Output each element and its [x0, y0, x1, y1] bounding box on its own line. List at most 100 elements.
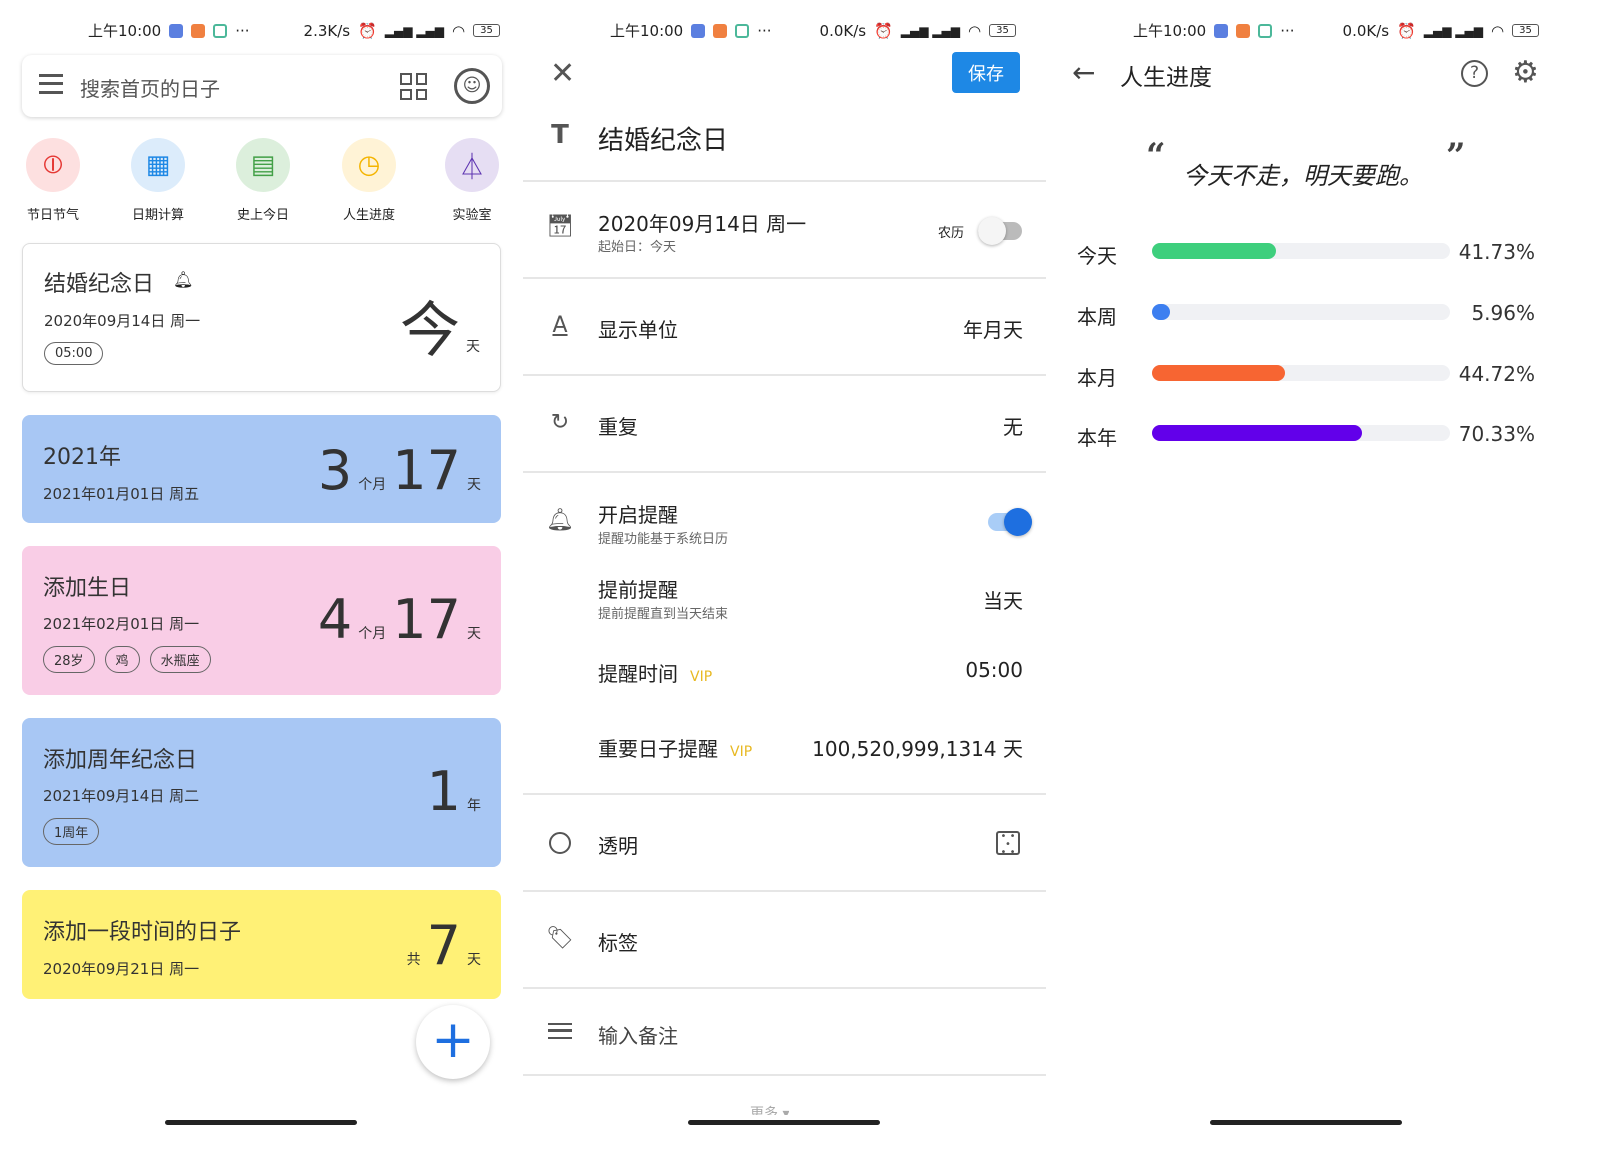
- vip-badge: VIP: [690, 669, 713, 685]
- dice-icon[interactable]: • • • • •: [996, 831, 1020, 858]
- unit: 天: [466, 339, 480, 355]
- alarm-icon: ⏰: [1397, 21, 1416, 40]
- date-value[interactable]: 2020年09月14日 周一: [598, 212, 807, 236]
- menu-icon[interactable]: [39, 74, 63, 94]
- repeat-value[interactable]: 无: [1003, 415, 1023, 439]
- save-button[interactable]: 保存: [952, 52, 1020, 93]
- title-input[interactable]: 结婚纪念日: [598, 126, 729, 156]
- divider: [523, 890, 1046, 892]
- back-icon[interactable]: ←: [1072, 56, 1096, 89]
- edit-screen: [522, 0, 1046, 1156]
- unit: 天: [467, 477, 481, 493]
- gesture-bar: [688, 1120, 880, 1125]
- notes-icon: [548, 1023, 572, 1039]
- shortcut-calculator[interactable]: ▦ 日期计算: [118, 138, 198, 223]
- unit-value[interactable]: 年月天: [963, 318, 1023, 342]
- calendar-icon[interactable]: 📅︎: [546, 214, 574, 239]
- network-speed: 2.3K/s: [303, 21, 351, 40]
- progress-bar: [1152, 304, 1450, 320]
- lunar-toggle[interactable]: [978, 217, 1022, 245]
- unit: 个月: [358, 626, 387, 642]
- status-bar: 上午10:00 ··· 0.0K/s ⏰ ▂▄▆ ▂▄▆ ◠ 35: [610, 20, 1016, 41]
- repeat-label: 重复: [598, 415, 638, 439]
- progress-fill: [1152, 365, 1286, 381]
- add-button[interactable]: +: [416, 1005, 490, 1079]
- shortcut-lantern[interactable]: ⦶ 节日节气: [13, 138, 93, 223]
- remind-sub: 提醒功能基于系统日历: [598, 532, 729, 547]
- more-toggle[interactable]: 更多 ▾: [750, 1103, 789, 1115]
- battery-icon: 35: [1512, 24, 1539, 37]
- card-title: 结婚纪念日: [44, 272, 155, 297]
- advance-sub: 提前提醒直到当天结束: [598, 607, 729, 622]
- note-input[interactable]: 输入备注: [598, 1024, 678, 1048]
- card-title: 添加生日: [43, 576, 132, 601]
- transparent-label: 透明: [598, 834, 638, 858]
- event-card[interactable]: 结婚纪念日 🔔︎ 2020年09月14日 周一 05:00 今天: [22, 243, 501, 392]
- page-title: 人生进度: [1120, 65, 1212, 91]
- shortcut-clock[interactable]: ◷ 人生进度: [329, 138, 409, 223]
- shortcut-document[interactable]: ▤ 史上今日: [223, 138, 303, 223]
- progress-value: 70.33%: [1458, 422, 1535, 446]
- divider: [523, 793, 1046, 795]
- home-icon: [1258, 23, 1273, 38]
- grid-icon[interactable]: [400, 73, 427, 100]
- status-bar: 上午10:00 ··· 2.3K/s ⏰ ▂▄▆ ▂▄▆ ◠ 35: [88, 20, 500, 41]
- event-card[interactable]: 添加生日 2021年02月01日 周一 28岁鸡水瓶座 4 个月 17 天: [22, 546, 501, 695]
- card-date: 2021年02月01日 周一: [43, 615, 200, 633]
- progress-label: 本月: [1077, 366, 1117, 390]
- divider: [523, 277, 1046, 279]
- card-title: 添加一段时间的日子: [43, 920, 242, 945]
- divider: [523, 471, 1046, 473]
- card-date: 2021年09月14日 周二: [43, 787, 200, 805]
- unit: 天: [467, 626, 481, 642]
- time-label-text: 提醒时间: [598, 662, 678, 686]
- advance-value[interactable]: 当天: [983, 589, 1023, 613]
- count: 17: [392, 439, 461, 502]
- quote-text: 今天不走，明天要跑。: [1183, 162, 1423, 190]
- progress-bar: [1152, 243, 1450, 259]
- shortcut-label: 节日节气: [26, 208, 79, 223]
- shortcut-label: 日期计算: [131, 208, 184, 223]
- progress-fill: [1152, 243, 1277, 259]
- count: 7: [426, 914, 461, 977]
- wifi-icon: ◠: [451, 21, 466, 40]
- flask-icon: ⏃: [445, 138, 499, 192]
- close-icon[interactable]: ✕: [550, 56, 576, 91]
- unit: 个月: [358, 477, 387, 493]
- important-label-text: 重要日子提醒: [598, 737, 718, 761]
- open-quote-icon: “: [1146, 136, 1166, 176]
- progress-fill: [1152, 425, 1362, 441]
- signal-icon: ▂▄▆ ▂▄▆: [384, 23, 444, 38]
- card-date: 2020年09月14日 周一: [44, 312, 201, 330]
- status-bar: 上午10:00 ··· 0.0K/s ⏰ ▂▄▆ ▂▄▆ ◠ 35: [1133, 20, 1539, 41]
- divider: [523, 180, 1046, 182]
- prefix: 共: [406, 952, 421, 968]
- account-icon[interactable]: ☺: [454, 68, 490, 104]
- vip-badge: VIP: [730, 744, 753, 760]
- tag-label[interactable]: 标签: [598, 931, 638, 955]
- important-value[interactable]: 100,520,999,1314 天: [812, 737, 1023, 761]
- status-time: 上午10:00: [88, 22, 162, 40]
- shortcut-flask[interactable]: ⏃ 实验室: [432, 138, 512, 223]
- more-icon: ···: [757, 21, 772, 40]
- search-bar[interactable]: 搜索首页的日子 ☺: [22, 55, 502, 117]
- remind-toggle[interactable]: [988, 508, 1032, 536]
- divider: [523, 374, 1046, 376]
- unit-label: 显示单位: [598, 318, 678, 342]
- close-quote-icon: ”: [1446, 136, 1466, 176]
- home-screen: 上午10:00 ··· 2.3K/s ⏰ ▂▄▆ ▂▄▆ ◠ 35 搜索首页的日…: [0, 0, 522, 1156]
- advance-label: 提前提醒: [598, 578, 678, 602]
- progress-value: 5.96%: [1471, 301, 1535, 325]
- help-icon[interactable]: ?: [1461, 60, 1488, 87]
- lunar-label: 农历: [938, 226, 965, 241]
- settings-icon[interactable]: ⚙: [1512, 55, 1539, 90]
- search-input[interactable]: 搜索首页的日子: [80, 77, 220, 101]
- count: 4: [317, 588, 353, 651]
- battery-icon: 35: [989, 24, 1016, 37]
- more-label: 更多: [750, 1106, 778, 1115]
- time-value[interactable]: 05:00: [965, 658, 1023, 682]
- event-card[interactable]: 2021年 2021年01月01日 周五 3 个月 17 天: [22, 415, 501, 523]
- more-icon: ···: [235, 21, 250, 40]
